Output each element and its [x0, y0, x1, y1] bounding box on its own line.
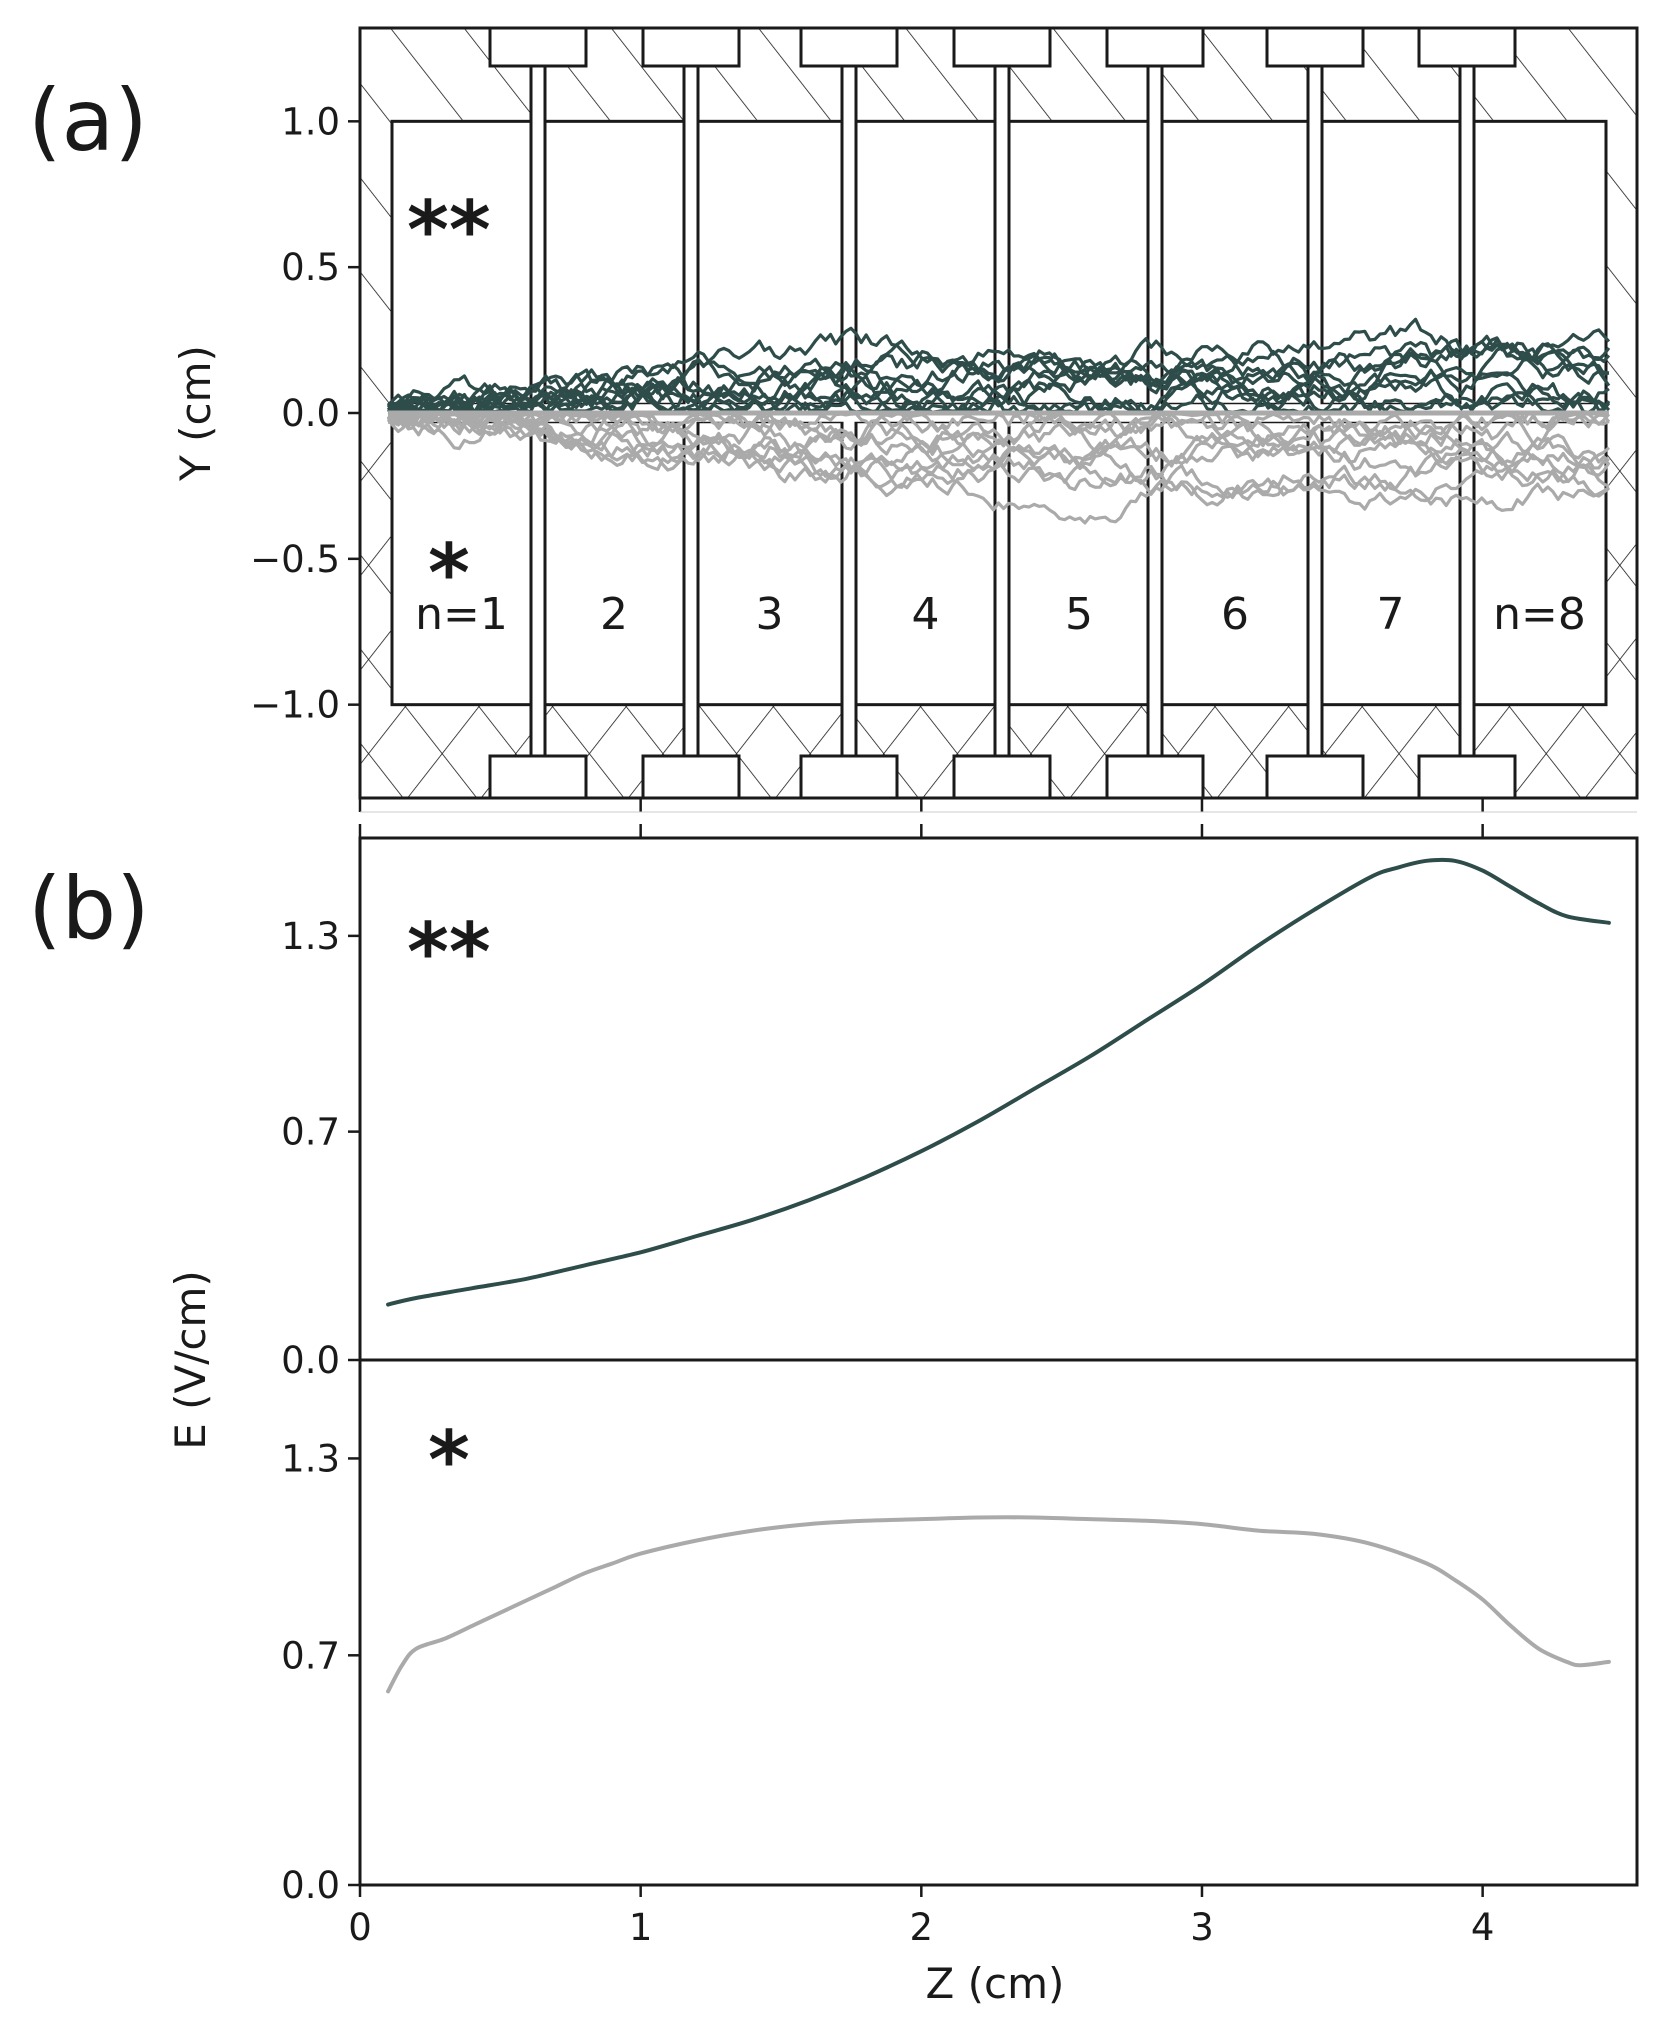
- trajectory-upper: [387, 338, 1611, 414]
- electrode-cap-bottom: [641, 754, 741, 798]
- electrode-cap-bottom: [1417, 754, 1517, 798]
- panel-label-a: (a): [28, 71, 148, 171]
- region-label-3: 3: [756, 589, 784, 640]
- electrode-cap-bottom: [1265, 754, 1365, 798]
- trajectory-upper: [386, 341, 1611, 414]
- y-tick-label-b-upper: 1.3: [281, 915, 340, 958]
- x-ticks-top: [358, 798, 1637, 838]
- star-label-lower-b: *: [428, 1414, 470, 1507]
- y-tick-label-b-lower: 1.3: [281, 1437, 340, 1480]
- x-tick-label-b: 3: [1190, 1906, 1214, 1949]
- electrode-cap-top: [1265, 28, 1365, 68]
- electrode-cap-top: [1417, 28, 1517, 68]
- trajectories: [386, 317, 1611, 525]
- panel-label-b: (b): [28, 859, 150, 959]
- y-tick-label-a: 0.5: [281, 246, 340, 289]
- star-label-upper-a: **: [407, 184, 491, 277]
- y-axis-a: 1.0 0.5 0.0 −0.5 −1.0: [250, 100, 360, 727]
- trajectory-upper: [387, 358, 1610, 414]
- trajectory-lower: [388, 412, 1611, 459]
- y-tick-label-a: −1.0: [250, 684, 340, 727]
- region-label-8: n=8: [1493, 589, 1586, 640]
- star-label-lower-a: *: [428, 527, 470, 620]
- y-tick-label-a: 1.0: [281, 100, 340, 143]
- electrode-cap-top: [488, 28, 588, 68]
- electrode-window-upper: [542, 119, 686, 406]
- electrode-window-lower: [695, 420, 844, 707]
- electrode-window-lower: [1160, 420, 1310, 707]
- trajectory-lower: [387, 413, 1610, 492]
- trajectory-upper: [387, 317, 1611, 412]
- y-axis-title-a: Y (cm): [171, 345, 220, 482]
- electrode-cap-bottom: [952, 754, 1052, 798]
- region-label-7: 7: [1377, 589, 1405, 640]
- region-label-4: 4: [912, 589, 940, 640]
- x-tick-label-b: 2: [910, 1906, 934, 1949]
- electrode-cap-bottom: [1105, 754, 1205, 798]
- y-tick-label-a: −0.5: [250, 538, 340, 581]
- y-tick-label-b-upper: 0.0: [281, 1339, 340, 1382]
- trajectory-lower: [387, 412, 1610, 503]
- x-tick-label-b: 1: [629, 1906, 653, 1949]
- electrode-cap-top: [641, 28, 741, 68]
- electrode-cap-top: [1105, 28, 1205, 68]
- panel-b-lower-frame: [358, 1358, 1639, 1887]
- electrode-cap-bottom: [799, 754, 899, 798]
- y-tick-label-a: 0.0: [281, 392, 340, 435]
- field-curve-lower: [386, 1515, 1611, 1694]
- region-labels: n=1 2 3 4 5 6 7 n=8: [415, 589, 1586, 640]
- electrode-window-lower: [853, 420, 998, 707]
- field-curves: [386, 857, 1611, 1694]
- electrode-window-upper: [1160, 119, 1310, 406]
- electrode-cap-bottom: [488, 754, 588, 798]
- field-curve-upper: [386, 857, 1611, 1307]
- y-tick-label-b-upper: 0.7: [281, 1111, 340, 1154]
- y-tick-label-b-lower: 0.0: [281, 1864, 340, 1907]
- electrode-cap-top: [952, 28, 1052, 68]
- region-label-6: 6: [1221, 589, 1249, 640]
- trajectory-lower: [386, 412, 1610, 499]
- electrode-window-upper: [695, 119, 844, 406]
- region-label-5: 5: [1065, 589, 1093, 640]
- trajectory-lower: [388, 412, 1610, 525]
- star-label-upper-b: **: [407, 906, 491, 999]
- region-label-1: n=1: [415, 589, 508, 640]
- x-axis-title: Z (cm): [926, 1959, 1065, 2008]
- panel-b-upper-frame: [358, 836, 1639, 1362]
- x-tick-label-b: 0: [348, 1906, 372, 1949]
- axes-b: 0.0 0.7 1.3 0.0 0.7 1.3 0 1 2 3 4: [281, 915, 1494, 1949]
- region-label-2: 2: [600, 589, 628, 640]
- y-axis-title-b: E (V/cm): [166, 1270, 215, 1450]
- electrode-cap-top: [799, 28, 899, 68]
- y-tick-label-b-lower: 0.7: [281, 1634, 340, 1677]
- x-tick-label-b: 4: [1471, 1906, 1495, 1949]
